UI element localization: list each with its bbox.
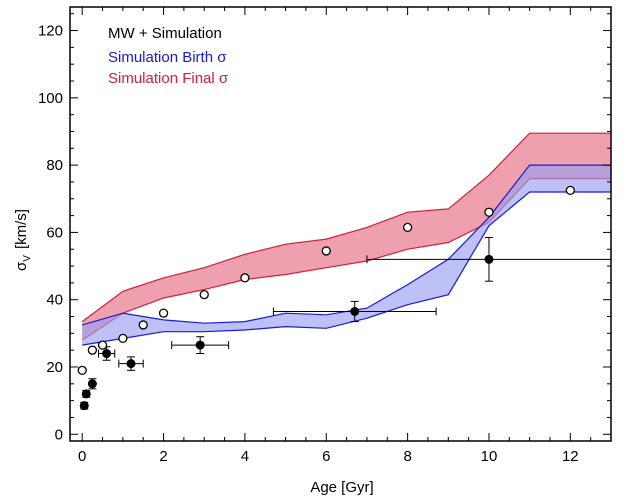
y-axis-title: σV [km/s] xyxy=(13,209,33,271)
legend-entry-birth: Simulation Birth σ xyxy=(108,49,227,66)
mw-filled-point xyxy=(350,306,360,316)
mw-open-point xyxy=(565,185,575,196)
y-tick-label: 40 xyxy=(46,292,63,309)
mw-open-point xyxy=(118,333,128,344)
simulation-bands xyxy=(81,132,611,346)
legend-title: MW + Simulation xyxy=(108,25,222,42)
mw-open-point xyxy=(77,365,87,375)
mw-filled-point xyxy=(126,359,136,369)
y-tick-label: 60 xyxy=(46,224,63,241)
legend-entry-final: Simulation Final σ xyxy=(108,70,229,87)
birth-band-upper-edge xyxy=(82,164,611,326)
mw-open-point xyxy=(321,246,331,256)
y-axis-subscript: V xyxy=(22,255,33,262)
mw-filled-point xyxy=(81,389,91,399)
y-tick-label: 80 xyxy=(46,157,63,174)
x-axis-title: Age [Gyr] xyxy=(310,479,373,496)
x-tick-label: 6 xyxy=(322,448,330,465)
x-tick-label: 4 xyxy=(241,448,249,465)
axis-ticks xyxy=(70,7,612,441)
svg-text:σV[km/s]: σV [km/s] xyxy=(13,209,33,271)
mw-open-point xyxy=(199,290,209,300)
y-tick-label: 0 xyxy=(55,426,63,443)
x-tick-label: 12 xyxy=(562,448,579,465)
mw-filled-point xyxy=(484,254,494,264)
y-tick-label: 20 xyxy=(46,359,63,376)
x-tick-label: 10 xyxy=(481,448,498,465)
mw-open-point xyxy=(97,340,108,350)
birth-sigma-band xyxy=(82,165,611,346)
x-tick-label: 2 xyxy=(159,448,167,465)
y-tick-label: 120 xyxy=(38,23,63,40)
mw-filled-point xyxy=(87,379,97,389)
y-axis-symbol: σ xyxy=(13,261,30,271)
mw-open-point xyxy=(138,320,148,330)
mw-open-point xyxy=(402,222,413,233)
mw-filled-point xyxy=(79,401,89,411)
x-tick-label: 8 xyxy=(403,448,411,465)
mw-filled-point xyxy=(195,340,205,350)
final-band-upper-edge xyxy=(81,132,611,323)
mw-open-point xyxy=(240,273,250,283)
data-points xyxy=(77,185,575,411)
final-sigma-band xyxy=(82,133,611,341)
y-tick-label: 100 xyxy=(38,90,63,107)
mw-open-point xyxy=(87,345,98,355)
mw-open-point xyxy=(484,207,494,217)
mw-filled-point xyxy=(102,349,112,359)
y-axis-unit: [km/s] xyxy=(13,209,30,249)
plot-frame xyxy=(69,6,612,442)
mw-open-point xyxy=(158,308,169,318)
birth-band-lower-edge xyxy=(82,191,611,346)
x-tick-label: 0 xyxy=(78,448,86,465)
